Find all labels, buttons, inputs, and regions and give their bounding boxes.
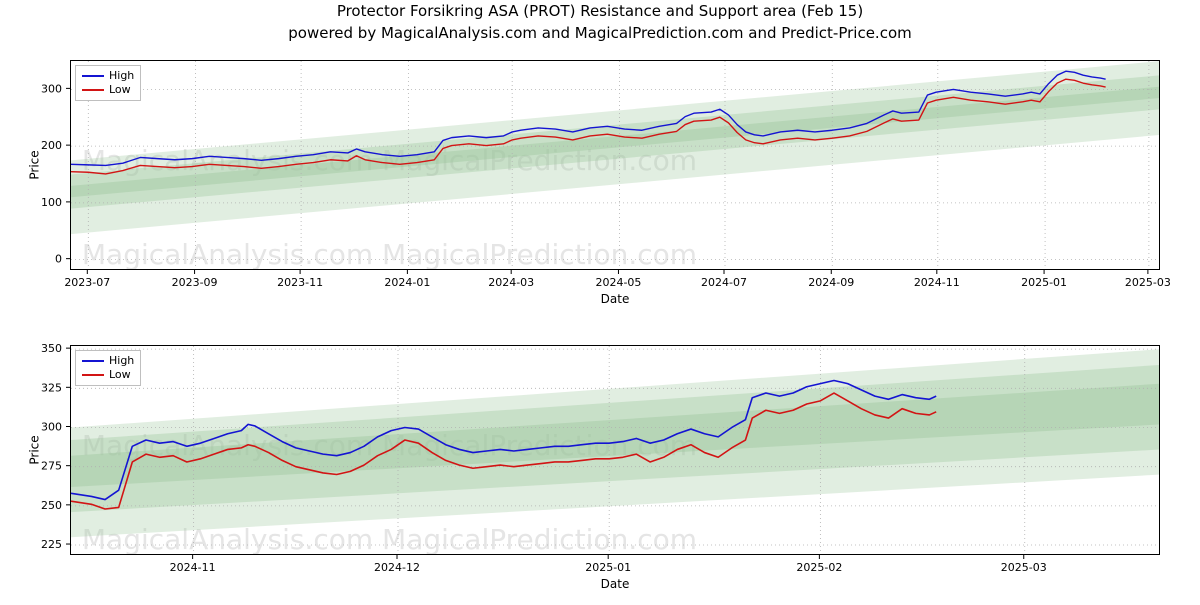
svg-text:300: 300 [41,420,62,433]
legend: High Low [75,65,141,101]
title-main: Protector Forsikring ASA (PROT) Resistan… [0,2,1200,20]
legend-item-high: High [82,354,134,368]
legend-item-high: High [82,69,134,83]
legend-label-low: Low [109,83,131,97]
top-chart-panel: MagicalAnalysis.com MagicalPrediction.co… [70,60,1160,270]
legend: High Low [75,350,141,386]
svg-text:2025-02: 2025-02 [796,561,842,574]
legend-swatch-low [82,89,104,91]
svg-text:2024-05: 2024-05 [595,276,641,289]
legend-swatch-low [82,374,104,376]
svg-text:2024-09: 2024-09 [808,276,854,289]
top-plot-area: MagicalAnalysis.com MagicalPrediction.co… [70,60,1160,270]
svg-text:275: 275 [41,460,62,473]
legend-swatch-high [82,75,104,77]
svg-text:2025-01: 2025-01 [585,561,631,574]
svg-text:2025-03: 2025-03 [1001,561,1047,574]
legend-label-high: High [109,354,134,368]
svg-text:2024-01: 2024-01 [384,276,430,289]
svg-text:250: 250 [41,499,62,512]
svg-text:2023-11: 2023-11 [277,276,323,289]
svg-text:2023-09: 2023-09 [172,276,218,289]
bottom-chart-svg [71,346,1160,555]
svg-text:2024-11: 2024-11 [914,276,960,289]
svg-text:2023-07: 2023-07 [64,276,110,289]
svg-text:2024-03: 2024-03 [488,276,534,289]
title-sub: powered by MagicalAnalysis.com and Magic… [0,24,1200,42]
legend-item-low: Low [82,83,134,97]
svg-text:200: 200 [41,139,62,152]
svg-text:325: 325 [41,381,62,394]
svg-text:300: 300 [41,82,62,95]
svg-text:2025-01: 2025-01 [1021,276,1067,289]
svg-text:350: 350 [41,342,62,355]
legend-label-high: High [109,69,134,83]
svg-text:2024-11: 2024-11 [170,561,216,574]
svg-text:0: 0 [55,253,62,266]
svg-text:2024-07: 2024-07 [701,276,747,289]
svg-text:2024-12: 2024-12 [374,561,420,574]
bottom-chart-panel: MagicalAnalysis.com MagicalPrediction.co… [70,345,1160,555]
svg-text:100: 100 [41,196,62,209]
legend-item-low: Low [82,368,134,382]
legend-swatch-high [82,360,104,362]
bottom-plot-area: MagicalAnalysis.com MagicalPrediction.co… [70,345,1160,555]
legend-label-low: Low [109,368,131,382]
top-chart-svg [71,61,1160,270]
svg-text:225: 225 [41,538,62,551]
svg-text:2025-03: 2025-03 [1125,276,1171,289]
figure: Protector Forsikring ASA (PROT) Resistan… [0,0,1200,600]
